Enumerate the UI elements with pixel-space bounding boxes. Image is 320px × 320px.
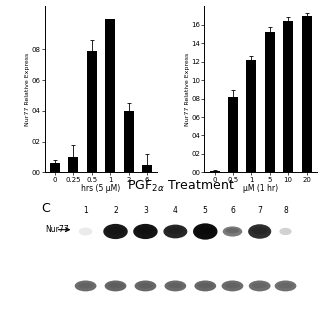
- Text: 7: 7: [257, 206, 262, 215]
- Ellipse shape: [168, 283, 183, 288]
- Ellipse shape: [164, 225, 187, 238]
- Text: 6: 6: [230, 206, 235, 215]
- Bar: [105, 19, 115, 172]
- Ellipse shape: [248, 224, 271, 239]
- Ellipse shape: [193, 223, 218, 240]
- Bar: [210, 171, 220, 172]
- Bar: [246, 60, 256, 172]
- Bar: [142, 165, 152, 172]
- Bar: [50, 163, 60, 172]
- Text: C: C: [41, 203, 50, 215]
- Ellipse shape: [225, 283, 240, 288]
- Ellipse shape: [137, 227, 154, 235]
- X-axis label: μM (1 hr): μM (1 hr): [243, 184, 278, 193]
- Ellipse shape: [279, 228, 292, 235]
- Bar: [301, 16, 312, 172]
- Ellipse shape: [108, 283, 123, 288]
- Ellipse shape: [167, 227, 184, 234]
- Bar: [228, 97, 238, 172]
- Text: Nur77: Nur77: [45, 225, 68, 234]
- Y-axis label: Nur77 Relative Express: Nur77 Relative Express: [25, 53, 30, 126]
- Bar: [283, 21, 293, 172]
- X-axis label: hrs (5 μM): hrs (5 μM): [81, 184, 121, 193]
- Ellipse shape: [79, 228, 92, 236]
- Ellipse shape: [249, 281, 271, 292]
- Text: 3: 3: [143, 206, 148, 215]
- Text: 1: 1: [83, 206, 88, 215]
- Ellipse shape: [252, 227, 268, 234]
- Ellipse shape: [195, 281, 216, 292]
- Text: 5: 5: [203, 206, 208, 215]
- Y-axis label: Nur77 Relative Express: Nur77 Relative Express: [185, 53, 190, 126]
- Ellipse shape: [107, 227, 124, 235]
- Ellipse shape: [226, 228, 239, 233]
- Ellipse shape: [75, 281, 97, 292]
- Ellipse shape: [197, 227, 214, 235]
- Bar: [265, 32, 275, 172]
- Ellipse shape: [138, 283, 153, 288]
- Ellipse shape: [135, 281, 156, 292]
- Text: 8: 8: [283, 206, 288, 215]
- Ellipse shape: [222, 281, 244, 292]
- Ellipse shape: [78, 283, 93, 288]
- Ellipse shape: [275, 281, 296, 292]
- Bar: [68, 157, 78, 172]
- Text: 2: 2: [113, 206, 118, 215]
- Ellipse shape: [103, 224, 128, 239]
- Bar: [87, 51, 97, 172]
- Ellipse shape: [133, 224, 158, 239]
- Ellipse shape: [252, 283, 267, 288]
- Ellipse shape: [164, 281, 186, 292]
- Ellipse shape: [105, 281, 126, 292]
- Bar: [124, 111, 134, 172]
- Ellipse shape: [223, 227, 242, 236]
- Text: 4: 4: [173, 206, 178, 215]
- Ellipse shape: [278, 283, 293, 288]
- Text: PGF$_{2\alpha}$ Treatment: PGF$_{2\alpha}$ Treatment: [127, 179, 235, 194]
- Ellipse shape: [198, 283, 213, 288]
